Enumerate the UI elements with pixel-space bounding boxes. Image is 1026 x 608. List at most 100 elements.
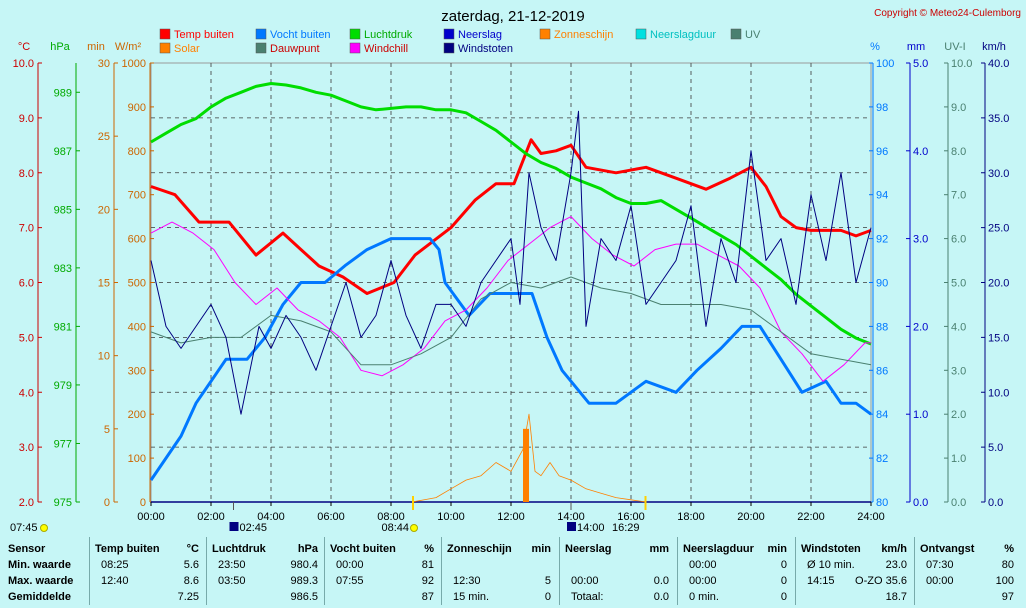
temp-axis-tick-label: 4.0 — [19, 387, 34, 399]
humidity-axis-tick-label: 90 — [876, 278, 888, 290]
temp-axis-tick-label: 9.0 — [19, 113, 34, 125]
legend-label: Solar — [174, 43, 200, 55]
uv-axis-tick-label: 7.0 — [951, 190, 966, 202]
footer-row: 00:00 0.0 — [565, 575, 675, 590]
solar-axis-tick-label: 300 — [128, 365, 146, 377]
footer-cell-time: 12:30 — [453, 575, 481, 587]
footer-row: 00:00 0 — [683, 559, 793, 574]
legend-label: Luchtdruk — [364, 29, 413, 41]
sunrise-icon — [40, 524, 48, 532]
sunrise-time: 07:45 — [10, 522, 38, 534]
footer-row: 15 min. 0 — [447, 591, 557, 606]
series-line-dauwpunt — [150, 276, 872, 366]
footer-cell-time: 00:00 — [689, 575, 717, 587]
legend-label: Vocht buiten — [270, 29, 331, 41]
rain-axis-tick-label: 1.0 — [913, 409, 928, 421]
minutes-axis-tick-label: 10 — [98, 351, 110, 363]
footer-cell-value: 97 — [1001, 591, 1014, 603]
footer-unit: °C — [186, 543, 199, 555]
legend-swatch — [349, 28, 361, 40]
axes: 2.03.04.05.06.07.08.09.010.0975977979981… — [13, 41, 1010, 523]
solar-axis-tick-label: 400 — [128, 321, 146, 333]
footer-header: Windstoten — [801, 543, 861, 555]
solar-axis-tick-label: 900 — [128, 102, 146, 114]
footer-header-row: Luchtdruk hPa — [212, 543, 324, 558]
pressure-axis-tick-label: 979 — [54, 380, 72, 392]
footer-cell-value: 18.7 — [885, 591, 907, 603]
uv-axis-tick-label: 5.0 — [951, 278, 966, 290]
temp-axis-tick-label: 6.0 — [19, 278, 34, 290]
footer-header-row: Temp buiten °C — [95, 543, 205, 558]
footer-row — [565, 559, 675, 574]
footer-cell-time: 15 min. — [453, 591, 490, 603]
footer-header: Temp buiten — [95, 543, 160, 555]
temp-axis-tick-label: 2.0 — [19, 497, 34, 509]
footer-cell-value: 0 — [780, 559, 787, 571]
solar-axis-tick-label: 600 — [128, 234, 146, 246]
chart-title: zaterdag, 21-12-2019 — [441, 8, 584, 25]
humidity-axis-tick-label: 88 — [876, 321, 888, 333]
sunset-time: 16:29 — [612, 522, 640, 534]
footer-unit: km/h — [881, 543, 907, 555]
humidity-axis-tick-label: 94 — [876, 190, 888, 202]
humidity-axis-tick-label: 92 — [876, 234, 888, 246]
solar-axis-tick-label: 0 — [140, 497, 146, 509]
footer-cell-value: 5.6 — [183, 559, 199, 571]
wind-axis-tick-label: 25.0 — [988, 223, 1009, 235]
legend-swatch — [159, 28, 171, 40]
humidity-axis-tick-label: 80 — [876, 497, 888, 509]
footer-cell-value: 80 — [1001, 559, 1014, 571]
footer-header-row: Zonneschijn min — [447, 543, 557, 558]
legend-swatch — [159, 42, 171, 54]
moonrise-icon — [567, 522, 576, 531]
legend-swatch — [443, 42, 455, 54]
x-tick-label: 20:00 — [737, 511, 765, 523]
solar-axis-tick-label: 500 — [128, 278, 146, 290]
x-tick-label: 22:00 — [797, 511, 825, 523]
sun-up-icon — [410, 524, 418, 532]
footer-header: Sensor — [8, 543, 46, 555]
axis-unit-percent: % — [870, 41, 880, 53]
footer-cell-value: 5 — [544, 575, 551, 587]
footer-header-row: Neerslagduur min — [683, 543, 793, 558]
footer-unit: hPa — [297, 543, 318, 555]
x-tick-label: 12:00 — [497, 511, 525, 523]
footer-cell-value: 0 — [780, 575, 787, 587]
footer-unit: % — [1004, 543, 1014, 555]
x-tick-label: 18:00 — [677, 511, 705, 523]
pressure-axis-tick-label: 977 — [54, 438, 72, 450]
legend-swatch — [349, 42, 361, 54]
footer-header-row: Vocht buiten% — [330, 543, 440, 558]
footer-cell-value: 0 — [780, 591, 787, 603]
solar-axis-tick-label: 800 — [128, 146, 146, 158]
footer-row: 23:50 980.4 — [212, 559, 324, 574]
footer-column: Zonneschijn min 12:30 5 15 min. 0 — [447, 535, 557, 608]
legend-label: UV — [745, 29, 761, 41]
uv-axis-tick-label: 3.0 — [951, 365, 966, 377]
minutes-axis-tick-label: 30 — [98, 58, 110, 70]
footer-row: 87 — [330, 591, 440, 606]
footer-row: 12:30 5 — [447, 575, 557, 590]
series-layer — [149, 82, 872, 503]
legend-swatch — [539, 28, 551, 40]
humidity-axis-tick-label: 100 — [876, 58, 894, 70]
solar-axis-tick-label: 1000 — [122, 58, 146, 70]
series-line-solar — [411, 413, 647, 503]
legend-label: Neerslagduur — [650, 29, 716, 41]
pressure-axis-tick-label: 985 — [54, 204, 72, 216]
axis-unit-min: min — [87, 41, 105, 53]
footer-row: 08:25 5.6 — [95, 559, 205, 574]
footer-row: Gemiddelde — [8, 591, 93, 606]
footer-cell-time: 23:50 — [218, 559, 246, 571]
pressure-axis-tick-label: 975 — [54, 497, 72, 509]
footer-row: 07:55 92 — [330, 575, 440, 590]
uv-axis-tick-label: 1.0 — [951, 453, 966, 465]
footer-row: 00:00 100 — [920, 575, 1020, 590]
pressure-axis-tick-label: 987 — [54, 146, 72, 158]
footer-column: Neerslag mm 00:00 0.0 Totaal: 0.0 — [565, 535, 675, 608]
footer-cell-time: 00:00 — [689, 559, 717, 571]
temp-axis-tick-label: 10.0 — [13, 58, 34, 70]
copyright-text: Copyright © Meteo24-Culemborg — [874, 8, 1021, 19]
footer-column: Sensor Min. waarde Max. waarde Gemiddelde — [8, 535, 93, 608]
legend-label: Windstoten — [458, 43, 513, 55]
